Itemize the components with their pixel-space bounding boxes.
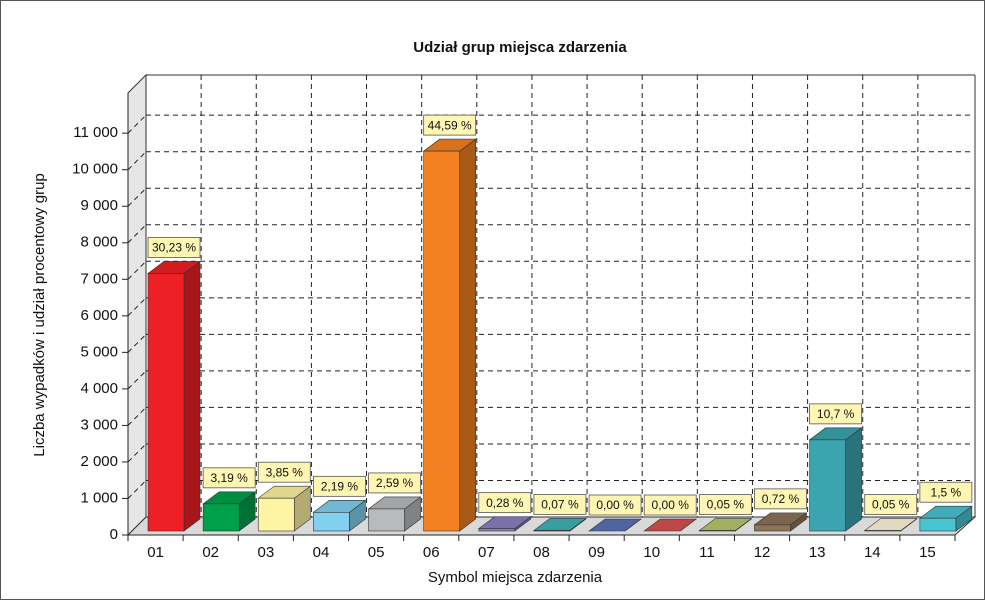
value-label: 0,00 % — [652, 498, 690, 512]
grid-line — [127, 370, 147, 390]
grid-line — [127, 151, 147, 171]
bar — [478, 528, 516, 532]
value-label-box — [643, 494, 697, 516]
value-label-box — [312, 475, 366, 497]
y-tick-label: 2 000 — [80, 453, 118, 470]
x-tick-label: 08 — [533, 544, 550, 561]
x-tick-label: 05 — [368, 544, 385, 561]
y-tick-label: 3 000 — [80, 416, 118, 433]
y-tick-label: 11 000 — [73, 124, 118, 141]
value-label: 2,19 % — [321, 480, 359, 494]
value-label: 30,23 % — [152, 241, 196, 255]
grid-line — [127, 224, 147, 244]
value-label-box — [368, 472, 421, 494]
value-label: 0,05 % — [872, 498, 910, 512]
grid-line — [127, 187, 147, 207]
value-label: 3,19 % — [210, 471, 248, 485]
value-label: 0,28 % — [486, 496, 524, 510]
grid-line — [127, 297, 147, 317]
x-tick-label: 10 — [643, 544, 660, 561]
value-label: 10,7 % — [817, 407, 855, 421]
bar — [533, 530, 571, 532]
value-label: 0,05 % — [707, 498, 745, 512]
bar-side — [459, 138, 476, 532]
bar — [809, 439, 846, 532]
value-label: 2,59 % — [376, 476, 414, 490]
value-label: 1,5 % — [931, 485, 962, 499]
y-tick-label: 1 000 — [80, 489, 118, 506]
x-tick-label: 12 — [754, 544, 771, 561]
value-label-box — [864, 494, 918, 515]
x-tick-label: 15 — [919, 544, 936, 561]
grid-line — [127, 334, 147, 353]
value-label-box — [257, 461, 311, 483]
x-axis-label: Symbol miejsca zdarzenia — [428, 569, 603, 586]
x-tick-label: 02 — [202, 544, 219, 561]
bar-top — [588, 518, 642, 532]
value-label: 0,72 % — [762, 492, 800, 506]
left-wall — [127, 73, 147, 537]
y-tick-label: 8 000 — [80, 234, 118, 251]
x-tick-label: 01 — [147, 544, 164, 561]
value-label-box — [533, 494, 587, 515]
y-tick-label: 9 000 — [80, 197, 118, 214]
value-label-box — [588, 494, 642, 516]
x-tick-label: 03 — [257, 544, 274, 561]
value-label: 44,59 % — [428, 118, 472, 132]
grid-line — [127, 480, 147, 499]
chart-title: Udział grup miejsca zdarzenia — [413, 39, 627, 56]
value-label: 0,07 % — [541, 498, 579, 512]
value-label: 0,00 % — [596, 498, 634, 512]
x-tick-label: 14 — [864, 544, 881, 561]
value-label-box — [202, 467, 256, 489]
y-tick-label: 7 000 — [80, 270, 118, 287]
value-label-box — [478, 492, 532, 514]
x-tick-label: 11 — [699, 544, 715, 561]
y-tick-label: 0 — [110, 526, 118, 543]
value-label-box — [423, 114, 477, 136]
y-tick-label: 6 000 — [80, 307, 118, 324]
x-tick-label: 09 — [588, 544, 605, 561]
value-label: 3,85 % — [266, 465, 304, 479]
x-tick-label: 13 — [809, 544, 826, 561]
bar — [423, 150, 460, 532]
bar — [147, 273, 185, 532]
bar-side — [183, 260, 201, 532]
y-tick-label: 10 000 — [72, 161, 118, 178]
value-label-box — [919, 481, 973, 503]
x-tick-label: 06 — [423, 544, 440, 561]
bar — [257, 497, 295, 532]
y-tick-label: 5 000 — [80, 343, 118, 360]
grid-line — [127, 260, 147, 280]
grid-line — [127, 443, 147, 463]
bar — [368, 508, 405, 532]
bar-side — [845, 427, 862, 532]
value-label-box — [754, 488, 807, 510]
grid-line — [127, 114, 147, 134]
x-tick-label: 07 — [478, 544, 495, 561]
bar — [202, 503, 240, 532]
value-label-box — [147, 237, 201, 258]
bar — [919, 517, 957, 532]
value-label-box — [809, 403, 862, 425]
value-label-box — [698, 494, 752, 515]
x-tick-label: 04 — [313, 544, 330, 561]
bar — [313, 512, 350, 532]
bar — [754, 524, 791, 532]
bar-top — [643, 518, 698, 532]
y-tick-label: 4 000 — [80, 380, 118, 397]
grid-line — [127, 407, 147, 426]
y-axis-label: Liczba wypadków i udział procentowy grup — [31, 173, 48, 456]
